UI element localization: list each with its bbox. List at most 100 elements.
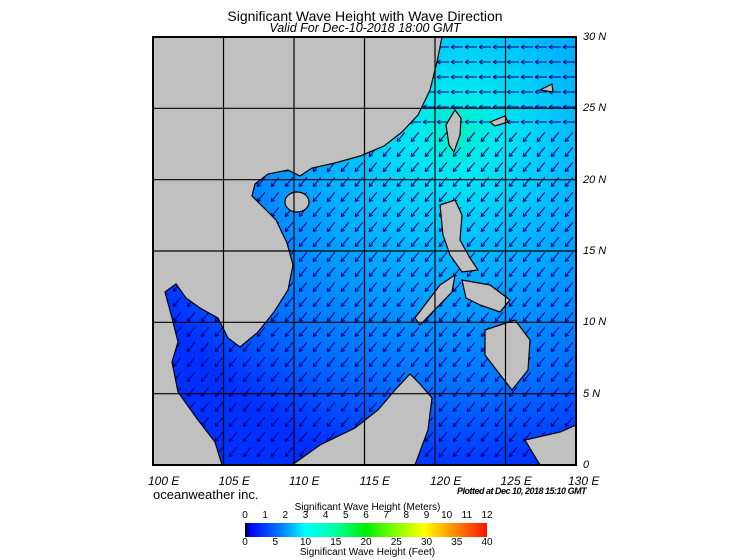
wave-arrow xyxy=(466,237,476,248)
wave-arrow xyxy=(312,372,322,383)
wave-arrow xyxy=(256,357,266,368)
wave-arrow xyxy=(480,192,490,203)
wave-arrow xyxy=(298,342,308,353)
wave-arrow xyxy=(228,372,238,383)
wave-arrow xyxy=(536,327,546,338)
wave-arrow xyxy=(550,297,560,308)
lon-label: 125 E xyxy=(500,474,532,488)
wave-arrow xyxy=(382,177,392,188)
wave-arrow xyxy=(494,192,504,203)
wave-arrow xyxy=(298,402,308,413)
wave-arrow xyxy=(452,282,462,293)
wave-arrow xyxy=(536,222,546,233)
wave-arrow xyxy=(410,282,420,293)
wave-arrow xyxy=(438,327,448,338)
wave-arrow xyxy=(536,282,546,293)
wave-arrow xyxy=(200,342,210,353)
wave-arrow xyxy=(284,222,294,233)
wave-arrow xyxy=(298,432,308,443)
wave-arrow xyxy=(214,432,224,443)
wave-arrow xyxy=(508,237,518,248)
wave-arrow xyxy=(506,44,519,50)
wave-arrow xyxy=(326,372,336,383)
wave-arrow xyxy=(494,132,504,143)
wave-arrow xyxy=(480,447,490,458)
wave-arrow xyxy=(186,357,196,368)
wave-arrow xyxy=(382,192,392,203)
wave-arrow xyxy=(228,357,238,368)
land-mindanao xyxy=(484,319,531,391)
wave-arrow xyxy=(298,447,308,458)
wave-arrow xyxy=(452,342,462,353)
wave-arrow xyxy=(438,402,448,413)
wave-arrow xyxy=(424,192,434,203)
colorbar-meters-tick: 10 xyxy=(441,510,453,521)
wave-arrow xyxy=(480,177,490,188)
wave-arrow xyxy=(550,267,560,278)
wave-arrow xyxy=(564,357,574,368)
wave-arrow xyxy=(548,119,561,125)
wave-arrow xyxy=(564,342,574,353)
wave-arrow xyxy=(506,59,519,65)
wave-arrow xyxy=(214,357,224,368)
wave-arrow xyxy=(424,327,434,338)
wave-arrow xyxy=(564,147,574,158)
wave-arrow xyxy=(522,162,532,173)
wave-arrow xyxy=(480,222,490,233)
wave-arrow xyxy=(424,282,434,293)
wave-arrow xyxy=(396,222,406,233)
colorbar-meters-tick: 8 xyxy=(403,510,410,521)
wave-arrow xyxy=(396,177,406,188)
wave-arrow xyxy=(450,89,463,95)
wave-arrow xyxy=(312,417,322,428)
wave-arrow xyxy=(508,417,518,428)
wave-arrow xyxy=(354,327,364,338)
wave-arrow xyxy=(548,59,561,65)
wave-arrow xyxy=(410,252,420,263)
wave-arrow xyxy=(396,132,406,143)
wave-arrow xyxy=(562,44,575,50)
wave-arrow xyxy=(284,312,294,323)
wave-arrow xyxy=(550,132,560,143)
wave-arrow xyxy=(284,372,294,383)
wave-arrow xyxy=(410,177,420,188)
wave-arrow xyxy=(340,342,350,353)
wave-arrow xyxy=(326,417,336,428)
colorbar-meters-tick: 0 xyxy=(242,510,248,521)
wave-arrow xyxy=(478,119,491,125)
wave-arrow xyxy=(438,312,448,323)
wave-arrow xyxy=(564,267,574,278)
wave-arrow xyxy=(312,237,322,248)
wave-arrow xyxy=(536,357,546,368)
wave-arrow xyxy=(368,207,378,218)
wave-arrow xyxy=(550,282,560,293)
wave-arrow xyxy=(480,147,490,158)
wave-arrow xyxy=(564,372,574,383)
wave-arrow xyxy=(382,222,392,233)
wave-arrow xyxy=(354,192,364,203)
wave-arrow xyxy=(564,162,574,173)
wave-arrow xyxy=(550,237,560,248)
wave-arrow xyxy=(438,132,448,143)
wave-arrow xyxy=(410,342,420,353)
wave-arrow xyxy=(508,252,518,263)
land-visayas xyxy=(461,279,511,313)
wave-arrow xyxy=(494,207,504,218)
wave-arrow xyxy=(494,222,504,233)
colorbar-feet-tick: 35 xyxy=(451,537,463,548)
wave-arrow xyxy=(564,282,574,293)
wave-arrow xyxy=(564,177,574,188)
wave-arrow xyxy=(466,312,476,323)
wave-arrow xyxy=(424,372,434,383)
wave-arrow xyxy=(464,119,477,125)
wave-arrow xyxy=(382,207,392,218)
wave-arrow xyxy=(424,207,434,218)
wave-arrow xyxy=(494,417,504,428)
colorbar-meters-tick: 7 xyxy=(383,510,389,521)
colorbar-feet-tick: 0 xyxy=(242,537,248,548)
wave-arrow xyxy=(312,312,322,323)
wave-arrow xyxy=(256,432,266,443)
wave-arrow xyxy=(284,297,294,308)
wave-arrow xyxy=(186,312,196,323)
wave-arrow xyxy=(494,252,504,263)
